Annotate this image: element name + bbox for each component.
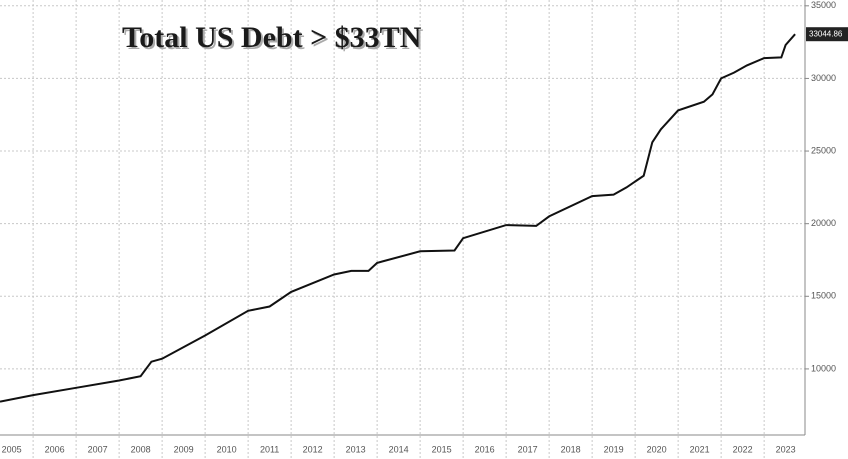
x-tick-label: 2010 [217, 444, 237, 454]
y-tick-label: 35000 [811, 0, 836, 10]
debt-line [0, 33, 796, 403]
x-tick-label: 2013 [346, 444, 366, 454]
chart-title: Total US Debt > $33TN [122, 21, 422, 54]
x-tick-label: 2019 [604, 444, 624, 454]
x-tick-label: 2015 [432, 444, 452, 454]
y-tick-label: 10000 [811, 363, 836, 373]
x-tick-label: 2006 [45, 444, 65, 454]
x-tick-label: 2008 [131, 444, 151, 454]
x-tick-label: 2016 [475, 444, 495, 454]
title-shadow: Total US Debt > $33TN [124, 23, 424, 56]
x-tick-label: 2018 [561, 444, 581, 454]
x-tick-label: 2011 [260, 444, 279, 454]
x-tick-label: 2007 [88, 444, 108, 454]
x-tick-label: 2022 [733, 444, 753, 454]
y-tick-label: 30000 [811, 73, 836, 83]
last-value-label: 33044.86 [809, 29, 843, 38]
x-tick-label: 2012 [303, 444, 323, 454]
x-tick-label: 2021 [690, 444, 710, 454]
grid [0, 0, 805, 459]
x-tick-label: 2014 [389, 444, 409, 454]
x-tick-label: 2023 [776, 444, 796, 454]
x-tick-label: 2017 [518, 444, 538, 454]
x-tick-label: 2005 [2, 444, 22, 454]
y-tick-label: 20000 [811, 218, 836, 228]
y-tick-label: 15000 [811, 291, 836, 301]
y-tick-label: 25000 [811, 145, 836, 155]
x-tick-label: 2020 [647, 444, 667, 454]
x-tick-label: 2009 [174, 444, 194, 454]
last-value-box [806, 27, 848, 42]
